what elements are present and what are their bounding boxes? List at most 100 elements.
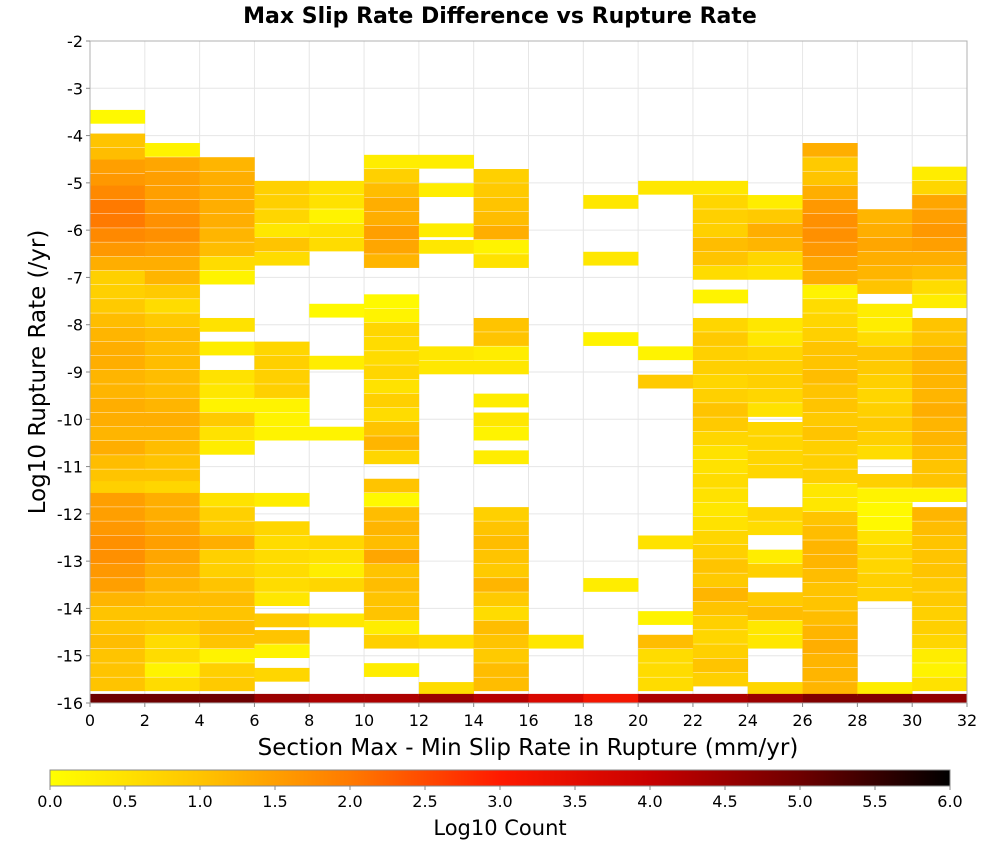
heatmap-cell — [309, 223, 365, 238]
heatmap-cell — [199, 592, 255, 607]
heatmap-cell — [802, 228, 858, 242]
heatmap-cell — [747, 693, 803, 704]
heatmap-cell — [199, 426, 255, 441]
colorbar-tick-label: 5.5 — [862, 792, 887, 811]
heatmap-cell — [747, 549, 803, 564]
heatmap-cell — [144, 648, 200, 663]
heatmap-cell — [90, 549, 146, 564]
heatmap-cell — [912, 549, 968, 564]
heatmap-cell — [802, 341, 858, 356]
heatmap-cell — [747, 682, 803, 696]
heatmap-cell — [199, 521, 255, 536]
heatmap-cell — [90, 242, 146, 257]
heatmap-cell — [473, 620, 529, 635]
heatmap-cell — [90, 469, 146, 484]
heatmap-cell — [857, 265, 913, 280]
heatmap-cell — [857, 682, 913, 696]
y-tick-label: -2 — [67, 32, 83, 51]
x-tick-label: 22 — [683, 711, 703, 730]
heatmap-cell — [638, 611, 694, 625]
heatmap-cell — [857, 209, 913, 223]
heatmap-cell — [364, 693, 420, 704]
heatmap-cell — [692, 516, 749, 531]
heatmap-cell — [802, 185, 858, 200]
heatmap-cell — [747, 422, 803, 436]
colorbar-ticks: 0.0 0.5 1.0 1.5 2.0 2.5 3.0 3.5 4.0 4.5 5.0 5.5 6.0 — [37, 786, 963, 811]
heatmap-cell — [364, 563, 420, 578]
heatmap-cell — [802, 440, 858, 455]
heatmap-cell — [692, 630, 749, 644]
heatmap-cell — [912, 374, 968, 389]
heatmap-cell — [473, 450, 529, 465]
heatmap-cell — [364, 211, 420, 226]
heatmap-cell — [747, 265, 803, 280]
y-tick-label: -11 — [57, 458, 83, 477]
colorbar-tick-label: 1.5 — [262, 792, 287, 811]
heatmap-cell — [364, 336, 420, 351]
heatmap-cell — [802, 369, 858, 384]
colorbar-label: Log10 Count — [433, 816, 566, 840]
heatmap-cell — [912, 535, 968, 550]
heatmap-cell — [418, 634, 474, 649]
heatmap-cell — [802, 455, 858, 469]
heatmap-cell — [364, 365, 420, 380]
heatmap-cell — [802, 568, 858, 583]
heatmap-cell — [802, 171, 858, 186]
heatmap-cell — [912, 648, 968, 663]
heatmap-cell — [199, 398, 255, 413]
heatmap-cell — [90, 355, 146, 370]
heatmap-cell — [473, 346, 529, 361]
heatmap-cell — [199, 578, 255, 592]
heatmap-cell — [692, 346, 749, 361]
heatmap-cell — [90, 648, 146, 663]
heatmap-cell — [254, 251, 310, 266]
heatmap-cell — [90, 455, 146, 469]
heatmap-cell — [802, 157, 858, 171]
heatmap-cell — [199, 317, 255, 332]
heatmap-cell — [309, 535, 365, 550]
heatmap-cell — [364, 225, 420, 240]
heatmap-cell — [90, 159, 146, 174]
heatmap-cell — [802, 526, 858, 540]
heatmap-cell — [90, 299, 146, 313]
heatmap-cell — [692, 502, 749, 517]
heatmap-cell — [364, 183, 420, 197]
heatmap-cell — [90, 109, 146, 124]
heatmap-cell — [199, 185, 255, 200]
heatmap-cell — [199, 171, 255, 186]
heatmap-cell — [857, 346, 913, 361]
heatmap-cell — [199, 384, 255, 398]
heatmap-cell — [364, 492, 420, 507]
x-tick-label: 24 — [738, 711, 758, 730]
heatmap-cell — [857, 544, 913, 559]
heatmap-cell — [364, 578, 420, 592]
heatmap-cell — [747, 521, 803, 536]
y-tick-label: -9 — [67, 363, 83, 382]
heatmap-cell — [144, 256, 200, 271]
heatmap-cell — [309, 693, 365, 704]
heatmap-cell — [364, 507, 420, 521]
heatmap-cell — [912, 663, 968, 677]
heatmap-cell — [90, 481, 146, 495]
heatmap-cell — [857, 223, 913, 238]
heatmap-cell — [747, 209, 803, 223]
heatmap-cell — [364, 294, 420, 309]
heatmap-cell — [144, 440, 200, 455]
heatmap-cell — [473, 592, 529, 607]
heatmap-cell — [912, 474, 968, 488]
heatmap-cell — [90, 620, 146, 635]
heatmap-cell — [802, 299, 858, 313]
heatmap-cell — [583, 578, 639, 592]
heatmap-cell — [692, 573, 749, 588]
heatmap-cell — [802, 327, 858, 342]
heatmap-cell — [912, 332, 968, 346]
heatmap-cell — [473, 332, 529, 346]
heatmap-cell — [747, 374, 803, 389]
heatmap-cell — [254, 613, 310, 628]
heatmap-cell — [692, 431, 749, 446]
heatmap-cell — [692, 265, 749, 280]
heatmap-cell — [144, 620, 200, 635]
heatmap-cell — [692, 530, 749, 545]
heatmap-cell — [364, 634, 420, 649]
heatmap-cell — [802, 497, 858, 512]
